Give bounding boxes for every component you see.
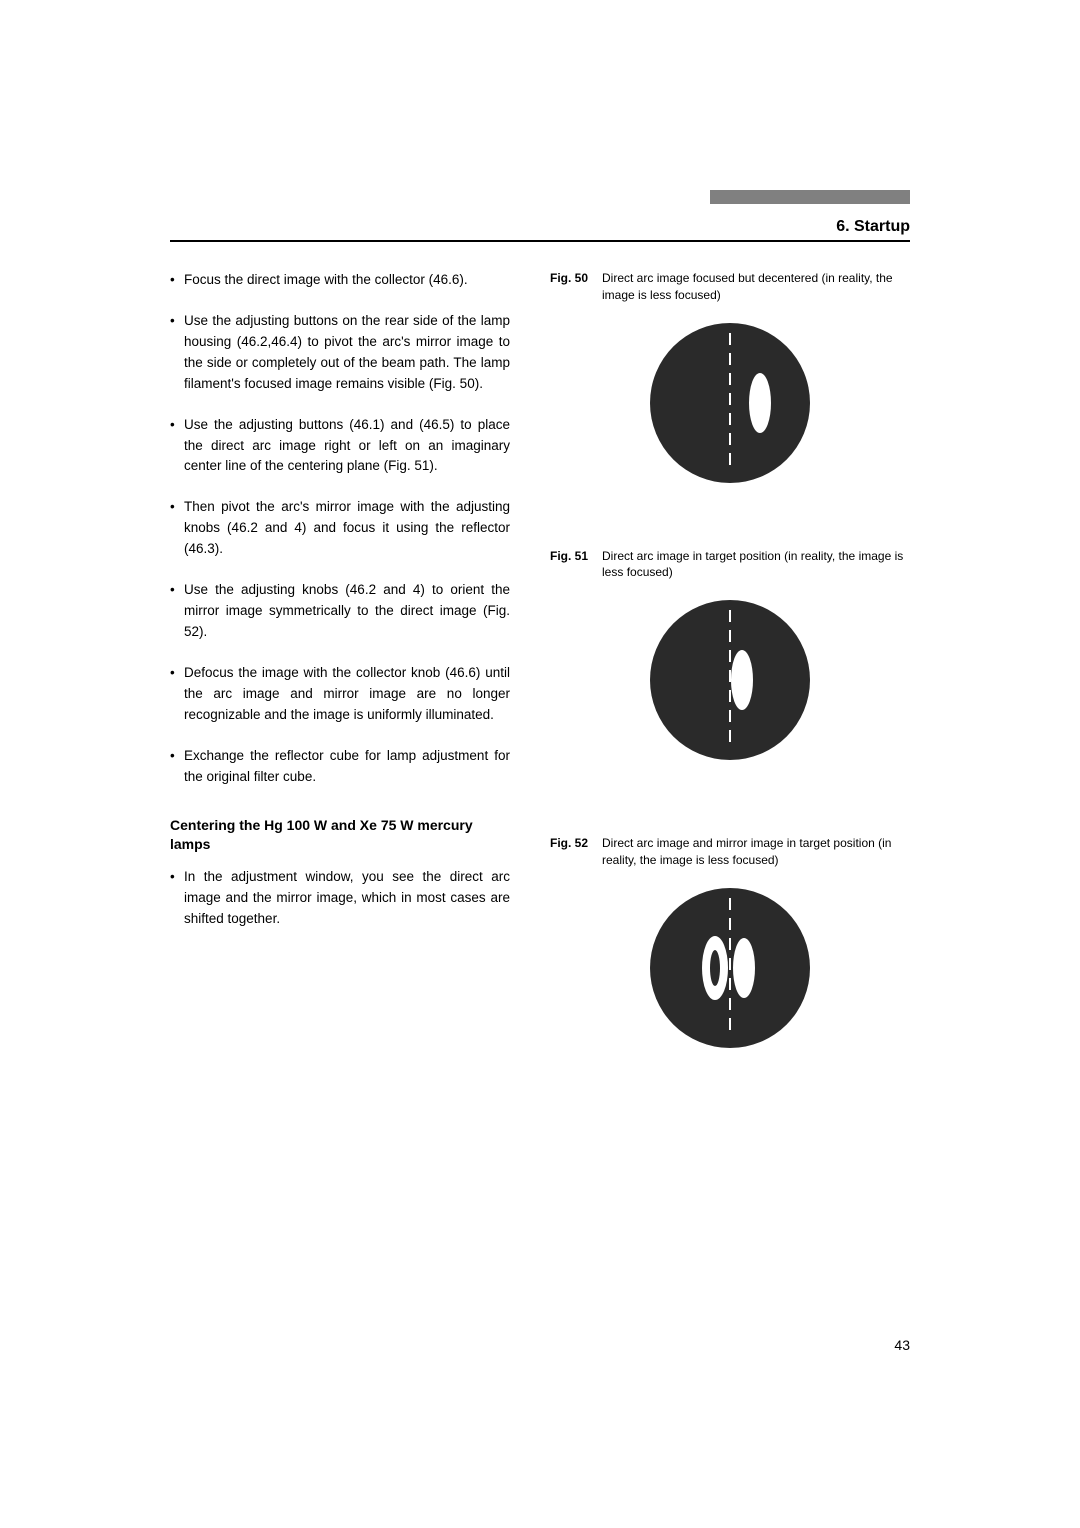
- bullet-item: Use the adjusting knobs (46.2 and 4) to …: [170, 580, 510, 643]
- figure-label: Fig. 51: [550, 548, 588, 582]
- horizontal-rule: [170, 240, 910, 242]
- right-column: Fig. 50 Direct arc image focused but dec…: [550, 270, 910, 1093]
- arc-diagram-double-icon: [630, 883, 830, 1053]
- figure-caption-text: Direct arc image in target position (in …: [602, 548, 910, 582]
- figure-50-image: [550, 318, 910, 488]
- subheading: Centering the Hg 100 W and Xe 75 W mercu…: [170, 816, 510, 855]
- page-number: 43: [894, 1337, 910, 1353]
- bullet-list-1: Focus the direct image with the collecto…: [170, 270, 510, 788]
- figure-label: Fig. 52: [550, 835, 588, 869]
- bullet-item: Use the adjusting buttons (46.1) and (46…: [170, 415, 510, 478]
- content-area: Focus the direct image with the collecto…: [170, 270, 910, 1093]
- figure-50-block: Fig. 50 Direct arc image focused but dec…: [550, 270, 910, 488]
- figure-caption-text: Direct arc image focused but decentered …: [602, 270, 910, 304]
- header-gray-bar: [710, 190, 910, 204]
- arc-diagram-decentered-icon: [630, 318, 830, 488]
- figure-52-image: [550, 883, 910, 1053]
- figure-50-caption: Fig. 50 Direct arc image focused but dec…: [550, 270, 910, 304]
- figure-51-block: Fig. 51 Direct arc image in target posit…: [550, 548, 910, 766]
- bullet-list-2: In the adjustment window, you see the di…: [170, 867, 510, 930]
- bullet-item: In the adjustment window, you see the di…: [170, 867, 510, 930]
- left-column: Focus the direct image with the collecto…: [170, 270, 510, 1093]
- figure-51-image: [550, 595, 910, 765]
- arc-diagram-centered-icon: [630, 595, 830, 765]
- figure-52-caption: Fig. 52 Direct arc image and mirror imag…: [550, 835, 910, 869]
- bullet-item: Defocus the image with the collector kno…: [170, 663, 510, 726]
- figure-label: Fig. 50: [550, 270, 588, 304]
- figure-caption-text: Direct arc image and mirror image in tar…: [602, 835, 910, 869]
- figure-52-block: Fig. 52 Direct arc image and mirror imag…: [550, 835, 910, 1053]
- bullet-item: Focus the direct image with the collecto…: [170, 270, 510, 291]
- section-title: 6. Startup: [836, 218, 910, 236]
- bullet-item: Use the adjusting buttons on the rear si…: [170, 311, 510, 395]
- bullet-item: Exchange the reflector cube for lamp adj…: [170, 746, 510, 788]
- bullet-item: Then pivot the arc's mirror image with t…: [170, 497, 510, 560]
- figure-51-caption: Fig. 51 Direct arc image in target posit…: [550, 548, 910, 582]
